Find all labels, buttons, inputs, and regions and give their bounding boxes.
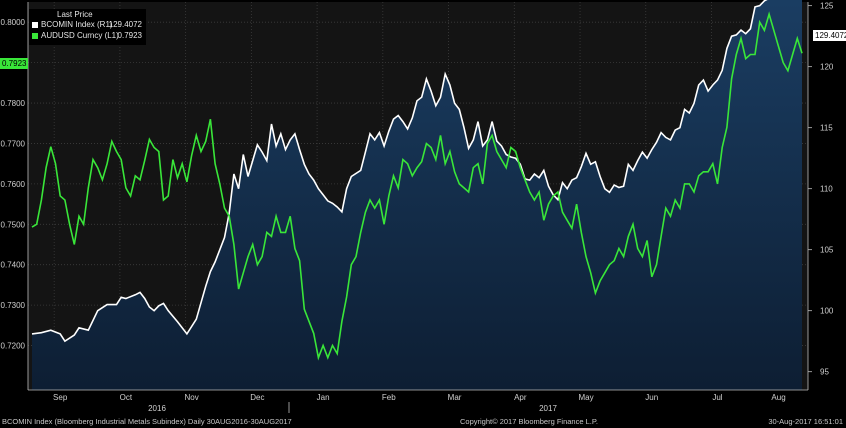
legend-item-bcomin: BCOMIN Index (R1) 129.4072 (32, 20, 144, 30)
left-tick-label: 0.7600 (1, 180, 26, 189)
footer-copyright: Copyright© 2017 Bloomberg Finance L.P. (460, 417, 598, 426)
x-tick-label: Feb (382, 393, 396, 402)
legend-label-audusd: AUDUSD Curncy (L1) (41, 31, 119, 40)
bcomin-line (31, 0, 768, 343)
right-tick-label: 125 (820, 2, 834, 11)
x-tick-label: May (578, 393, 593, 402)
right-tick-label: 110 (820, 185, 833, 194)
left-tick-label: 0.7800 (1, 99, 26, 108)
left-tick-label: 0.8000 (1, 18, 26, 27)
x-tick-label: Mar (448, 393, 462, 402)
left-tick-label: 0.7700 (1, 139, 26, 148)
left-tick-label: 0.7300 (1, 301, 26, 310)
x-tick-label: Jul (712, 393, 722, 402)
audusd-line (31, 11, 803, 361)
x-axis: Sep Oct Nov Dec Jan Feb Mar Apr May Jun Jul Aug 2016… (28, 389, 808, 413)
legend: Last Price BCOMIN Index (R1) 129.4072 AU… (29, 9, 146, 45)
footer-bar: BCOMIN Index (Bloomberg Industrial Metal… (0, 414, 846, 428)
footer-timestamp: 30-Aug-2017 16:51:01 (768, 417, 843, 426)
right-tick-label: 105 (820, 246, 834, 255)
x-tick-label: Nov (185, 393, 199, 402)
footer-security-info: BCOMIN Index (Bloomberg Industrial Metal… (2, 417, 292, 426)
legend-item-audusd: AUDUSD Curncy (L1) 0.7923 (32, 31, 144, 41)
bcomin-area (32, 0, 802, 390)
x-tick-label: Jan (317, 393, 330, 402)
right-last-price-tag: 129.4072 (813, 30, 846, 41)
legend-header: Last Price (57, 10, 93, 19)
legend-value-audusd: 0.7923 (117, 31, 142, 40)
legend-swatch-bcomin (32, 22, 38, 28)
x-tick-label: Oct (120, 393, 133, 402)
right-tick-label: 115 (820, 124, 833, 133)
year-label: 2016 (148, 404, 166, 413)
left-tick-label: 0.7200 (1, 342, 26, 351)
left-tick-label: 0.7500 (1, 220, 26, 229)
x-tick-label: Aug (771, 393, 785, 402)
right-tick-label: 95 (820, 368, 829, 377)
x-tick-label: Dec (250, 393, 264, 402)
left-tick-label: 0.7400 (1, 261, 26, 270)
legend-swatch-audusd (32, 33, 38, 39)
left-last-price-tag: 0.7923 (0, 58, 29, 69)
x-tick-label: Apr (514, 393, 527, 402)
right-tick-label: 120 (820, 63, 834, 72)
legend-value-bcomin: 129.4072 (108, 20, 142, 29)
right-axis: 95 100 105 110 115 120 125 (807, 2, 834, 390)
x-tick-label: Sep (53, 393, 68, 402)
x-tick-label: Jun (645, 393, 658, 402)
right-tick-label: 100 (820, 307, 834, 316)
legend-label-bcomin: BCOMIN Index (R1) (41, 20, 113, 29)
year-label: 2017 (539, 404, 557, 413)
